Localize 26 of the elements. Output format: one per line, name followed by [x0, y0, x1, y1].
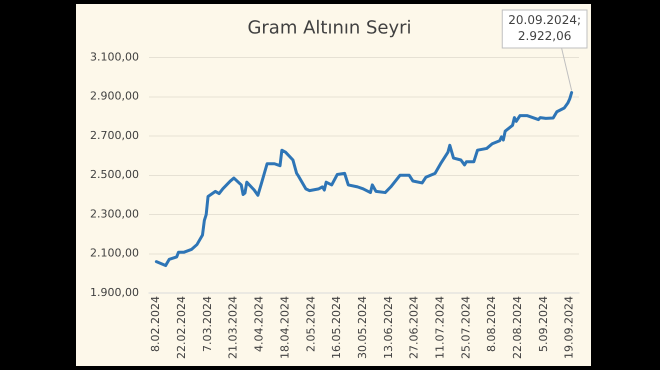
- y-tick-label: 1.900,00: [90, 286, 139, 299]
- x-tick-label: 2.05.2024: [304, 296, 318, 352]
- x-tick-label: 19.09.2024: [562, 296, 576, 360]
- y-tick-label: 2.700,00: [90, 128, 139, 142]
- x-tick-label: 16.05.2024: [330, 296, 344, 360]
- y-tick-label: 2.900,00: [90, 90, 139, 103]
- x-tick-label: 27.06.2024: [408, 296, 421, 360]
- x-tick-label: 22.02.2024: [175, 296, 188, 360]
- chart-title: Gram Altının Seyri: [247, 17, 412, 38]
- x-tick-label: 30.05.2024: [356, 296, 369, 360]
- x-tick-label: 25.07.2024: [459, 296, 472, 360]
- y-tick-label: 2.500,00: [90, 168, 139, 182]
- x-tick-label: 8.08.2024: [485, 296, 498, 352]
- x-tick-label: 4.04.2024: [252, 296, 266, 352]
- y-tick-label: 2.100,00: [90, 246, 139, 260]
- x-tick-label: 8.02.2024: [149, 296, 162, 352]
- annotation: 20.09.2024; 2.922,06: [508, 13, 581, 44]
- x-tick-label: 13.06.2024: [382, 296, 395, 360]
- y-tick-label: 2.300,00: [90, 207, 139, 220]
- x-tick-label: 11.07.2024: [433, 296, 446, 360]
- x-tick-label: 21.03.2024: [226, 296, 240, 360]
- x-tick-label: 7.03.2024: [200, 296, 214, 352]
- x-tick-label: 5.09.2024: [536, 296, 550, 352]
- x-tick-label: 18.04.2024: [278, 296, 292, 360]
- x-tick-label: 22.08.2024: [510, 296, 524, 360]
- y-tick-label: 3.100,00: [90, 50, 139, 64]
